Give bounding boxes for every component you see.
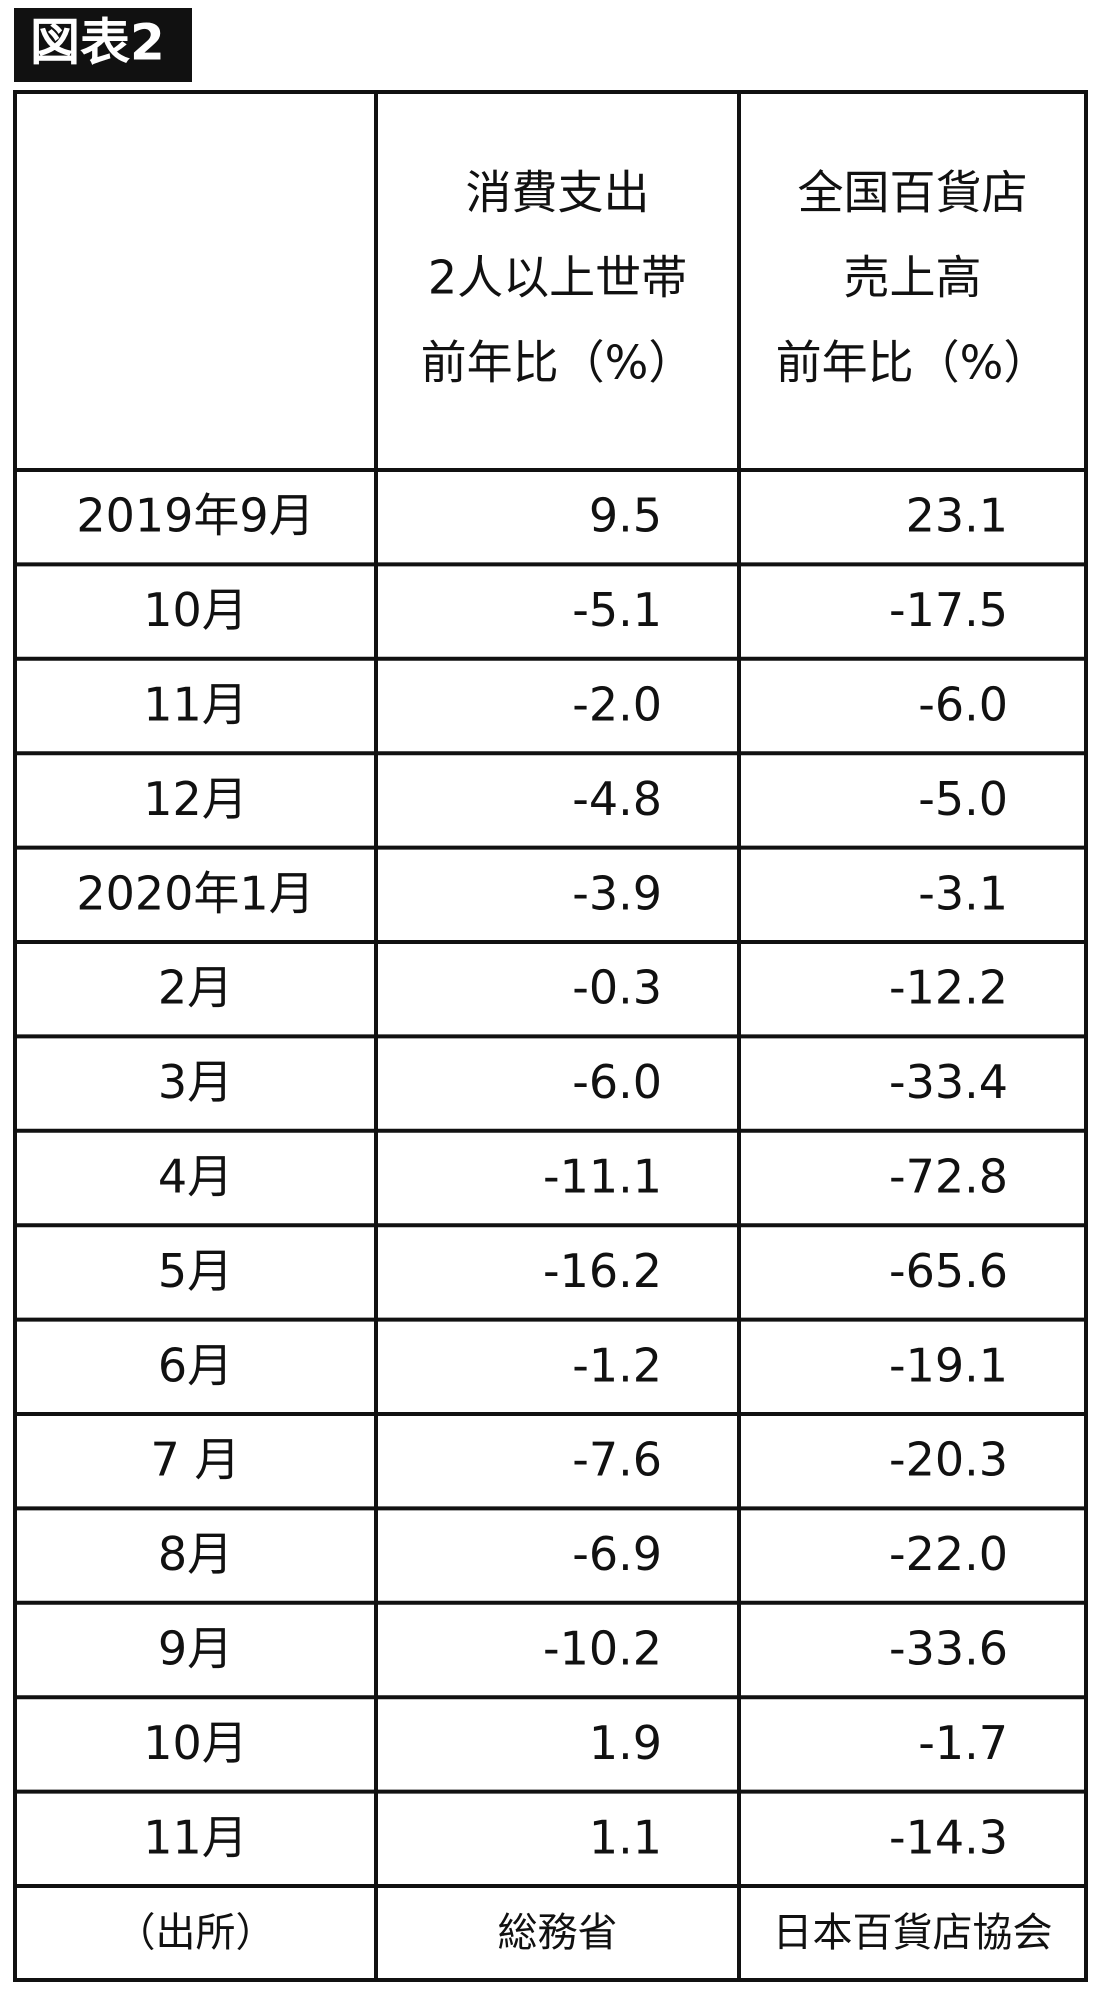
cell-value: -6.0 (918, 678, 1008, 732)
cell-value: -6.0 (572, 1055, 662, 1109)
cell-value: -11.1 (543, 1150, 662, 1204)
cell-value: -1.2 (572, 1338, 662, 1392)
row-label: 7 月 (151, 1433, 241, 1487)
cell-value: -17.5 (889, 583, 1008, 637)
row-label: 11月 (143, 1810, 248, 1864)
header-text: 消費支出 (466, 166, 650, 220)
header-text: 前年比（%） (421, 336, 695, 390)
cell-value: 1.9 (589, 1716, 662, 1770)
cell-value: -19.1 (889, 1338, 1008, 1392)
row-label: 3月 (158, 1055, 233, 1109)
title-box (14, 8, 192, 82)
cell-value: 1.1 (589, 1810, 662, 1864)
row-label: 6月 (158, 1338, 233, 1392)
cell-value: -5.1 (572, 583, 662, 637)
cell-value: -33.6 (889, 1622, 1008, 1676)
cell-value: -1.7 (918, 1716, 1008, 1770)
cell-value: -5.0 (918, 772, 1008, 826)
cell-value: -3.1 (918, 866, 1008, 920)
cell-value: -3.9 (572, 866, 662, 920)
row-label: 9月 (158, 1622, 233, 1676)
row-label: 10月 (143, 583, 248, 637)
source-text: 日本百貨店協会 (773, 1910, 1053, 1956)
header-text: 2人以上世帯 (428, 251, 687, 305)
cell-value: -4.8 (572, 772, 662, 826)
cell-value: 23.1 (906, 489, 1008, 543)
cell-value: -72.8 (889, 1150, 1008, 1204)
cell-value: -33.4 (889, 1055, 1008, 1109)
row-label: 5月 (158, 1244, 233, 1298)
cell-value: -22.0 (889, 1527, 1008, 1581)
cell-value: -2.0 (572, 678, 662, 732)
cell-value: 9.5 (589, 489, 662, 543)
cell-value: -6.9 (572, 1527, 662, 1581)
cell-value: -10.2 (543, 1622, 662, 1676)
header-text: 全国百貨店 (798, 166, 1028, 220)
row-label: 8月 (158, 1527, 233, 1581)
row-label: 11月 (143, 678, 248, 732)
figure-title: 図表2 (30, 14, 165, 72)
row-label: 4月 (158, 1150, 233, 1204)
header-text: 売上高 (844, 251, 982, 305)
row-label: 10月 (143, 1716, 248, 1770)
cell-value: -7.6 (572, 1433, 662, 1487)
cell-value: -12.2 (889, 961, 1008, 1015)
cell-value: -14.3 (889, 1810, 1008, 1864)
header-text: 前年比（%） (776, 336, 1050, 390)
row-label: 2月 (158, 961, 233, 1015)
cell-value: -20.3 (889, 1433, 1008, 1487)
row-label: 2019年9月 (76, 489, 314, 543)
source-text: （出所） (116, 1910, 276, 1956)
source-text: 総務省 (498, 1910, 618, 1956)
row-label: 2020年1月 (76, 866, 314, 920)
cell-value: -0.3 (572, 961, 662, 1015)
cell-value: -16.2 (543, 1244, 662, 1298)
cell-value: -65.6 (889, 1244, 1008, 1298)
row-label: 12月 (143, 772, 248, 826)
